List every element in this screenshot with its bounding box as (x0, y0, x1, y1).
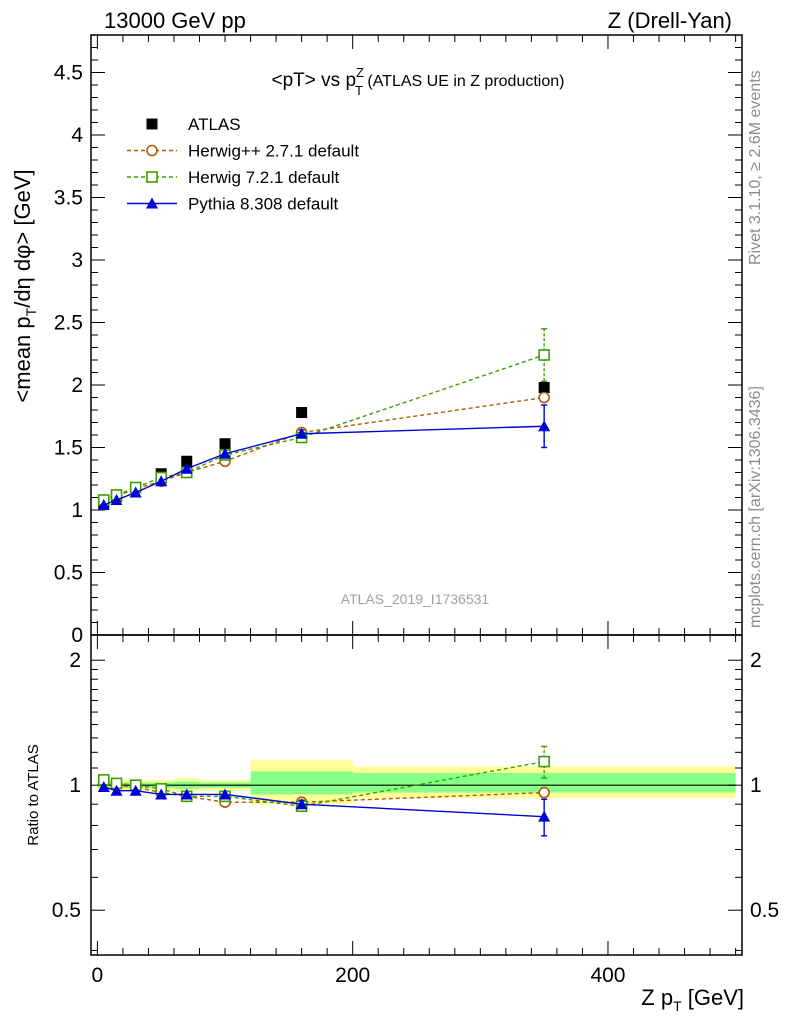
x-axis-label-a: Z p (641, 985, 673, 1010)
ratio-pythia-8-308-default-point (295, 798, 308, 810)
x-tick-label: 200 (335, 964, 370, 987)
main-y-tick-label: 1 (71, 499, 83, 522)
ratio-pythia-8-308-default-point (97, 781, 110, 793)
main-herwig-7-2-1-default-point (538, 349, 550, 361)
ratio-y-tick-label-left: 1 (69, 774, 81, 797)
x-tick-label: 0 (92, 964, 104, 987)
main-pythia-8-308-default-point (155, 475, 168, 487)
ratio-pythia-8-308-default-point (110, 784, 123, 796)
main-chart-title-sub: T (355, 83, 363, 98)
main-y-axis-label: <mean pT/dη dφ> [GeV] (10, 169, 39, 402)
x-axis-label: Z pT [GeV] (641, 985, 744, 1014)
analysis-watermark: ATLAS_2019_I1736531 (341, 591, 490, 607)
legend: ATLAS Herwig++ 2.7.1 default Herwig 7.2.1 … (127, 115, 359, 214)
main-pythia-8-308-default-point (129, 486, 142, 498)
main-y-tick-label: 0 (71, 624, 83, 647)
main-chart-title-sup: Z (356, 65, 364, 80)
ratio-pythia-8-308-default-point (219, 788, 232, 800)
main-pythia-8-308-default-point (97, 499, 110, 510)
main-panel: 0 0.5 1 1.5 2 2.5 3 3.5 4 4.5 (54, 34, 743, 647)
header-right: Z (Drell-Yan) (608, 8, 732, 33)
main-herwigpp-2-7-1-default-line (103, 396, 545, 501)
ratio-herwig-7-2-1-default-point (538, 755, 550, 768)
main-pythia-8-308-default-point (538, 420, 551, 432)
main-y-tick-label: 2.5 (54, 312, 83, 335)
ratio-panel: 0.5 0.5 1 1 2 2 0 200 400 (52, 634, 779, 987)
rivet-version-label: Rivet 3.1.10, ≥ 2.6M events (747, 70, 764, 265)
legend-herwig-7-2-1-default-label: Herwig 7.2.1 default (188, 168, 339, 187)
x-axis-label-b: [GeV] (682, 985, 744, 1010)
x-axis-label-sub: T (673, 998, 682, 1014)
legend-pythia-8-308-default-label: Pythia 8.308 default (188, 195, 339, 214)
legend-herwig-7-2-1-default-marker (146, 171, 158, 183)
legend-herwigpp-2-7-1-default-marker (146, 144, 158, 157)
main-y-tick-label: 3 (71, 249, 83, 272)
ratio-y-tick-label-left: 2 (69, 649, 81, 672)
main-pythia-8-308-default-point (295, 427, 308, 439)
legend-atlas-marker (146, 118, 158, 130)
main-pythia-8-308-default-line (103, 425, 545, 506)
legend-herwigpp-2-7-1-default-label: Herwig++ 2.7.1 default (188, 142, 359, 161)
x-tick-label: 400 (590, 964, 625, 987)
ratio-y-tick-label-right: 1 (750, 774, 762, 797)
ratio-band-green (250, 771, 353, 795)
ratio-y-tick-label-left: 0.5 (52, 899, 81, 922)
ratio-pythia-8-308-default-point (129, 784, 142, 796)
ratio-pythia-8-308-default-point (155, 788, 168, 800)
main-y-tick-label: 2 (71, 374, 83, 397)
ratio-herwigpp-2-7-1-default-point (538, 786, 550, 799)
main-herwigpp-2-7-1-default-point (538, 391, 550, 404)
main-y-axis-label-sub: T (23, 307, 39, 316)
main-pythia-8-308-default-point (110, 494, 123, 505)
ratio-y-tick-label-right: 2 (750, 649, 762, 672)
main-chart-title-a: <pT> vs p (272, 70, 357, 91)
main-atlas-point (219, 438, 231, 450)
main-pythia-8-308-default-point (219, 447, 232, 459)
main-herwig-7-2-1-default-line (103, 354, 545, 501)
main-pythia-8-308-default-point (180, 462, 193, 474)
main-y-axis-label-a: <mean p (10, 316, 35, 402)
legend-atlas-label: ATLAS (188, 115, 241, 134)
main-atlas-point (181, 455, 193, 467)
main-chart-title-b: (ATLAS UE in Z production) (363, 73, 565, 90)
ratio-plot-frame (90, 634, 743, 956)
main-y-tick-label: 4.5 (54, 62, 83, 85)
ratio-band-green (352, 772, 736, 793)
mcplots-label: mcplots.cern.ch [arXiv:1306.3436] (747, 386, 764, 628)
ratio-y-axis-label: Ratio to ATLAS (25, 744, 42, 845)
main-y-tick-label: 0.5 (54, 562, 83, 585)
main-y-axis-label-b: /dη dφ> [GeV] (10, 169, 35, 307)
main-y-tick-label: 3.5 (54, 187, 83, 210)
main-atlas-point (538, 382, 550, 393)
main-chart-title: <pT> vs pZ T (ATLAS UE in Z production) (272, 65, 565, 98)
main-atlas-point (296, 407, 308, 418)
main-y-tick-label: 1.5 (54, 437, 83, 460)
header-left: 13000 GeV pp (104, 8, 246, 33)
ratio-pythia-8-308-default-point (538, 810, 551, 822)
ratio-pythia-8-308-default-point (180, 788, 193, 800)
main-y-tick-label: 4 (71, 124, 83, 147)
legend-pythia-8-308-default-marker (146, 197, 158, 209)
ratio-y-tick-label-right: 0.5 (750, 899, 779, 922)
